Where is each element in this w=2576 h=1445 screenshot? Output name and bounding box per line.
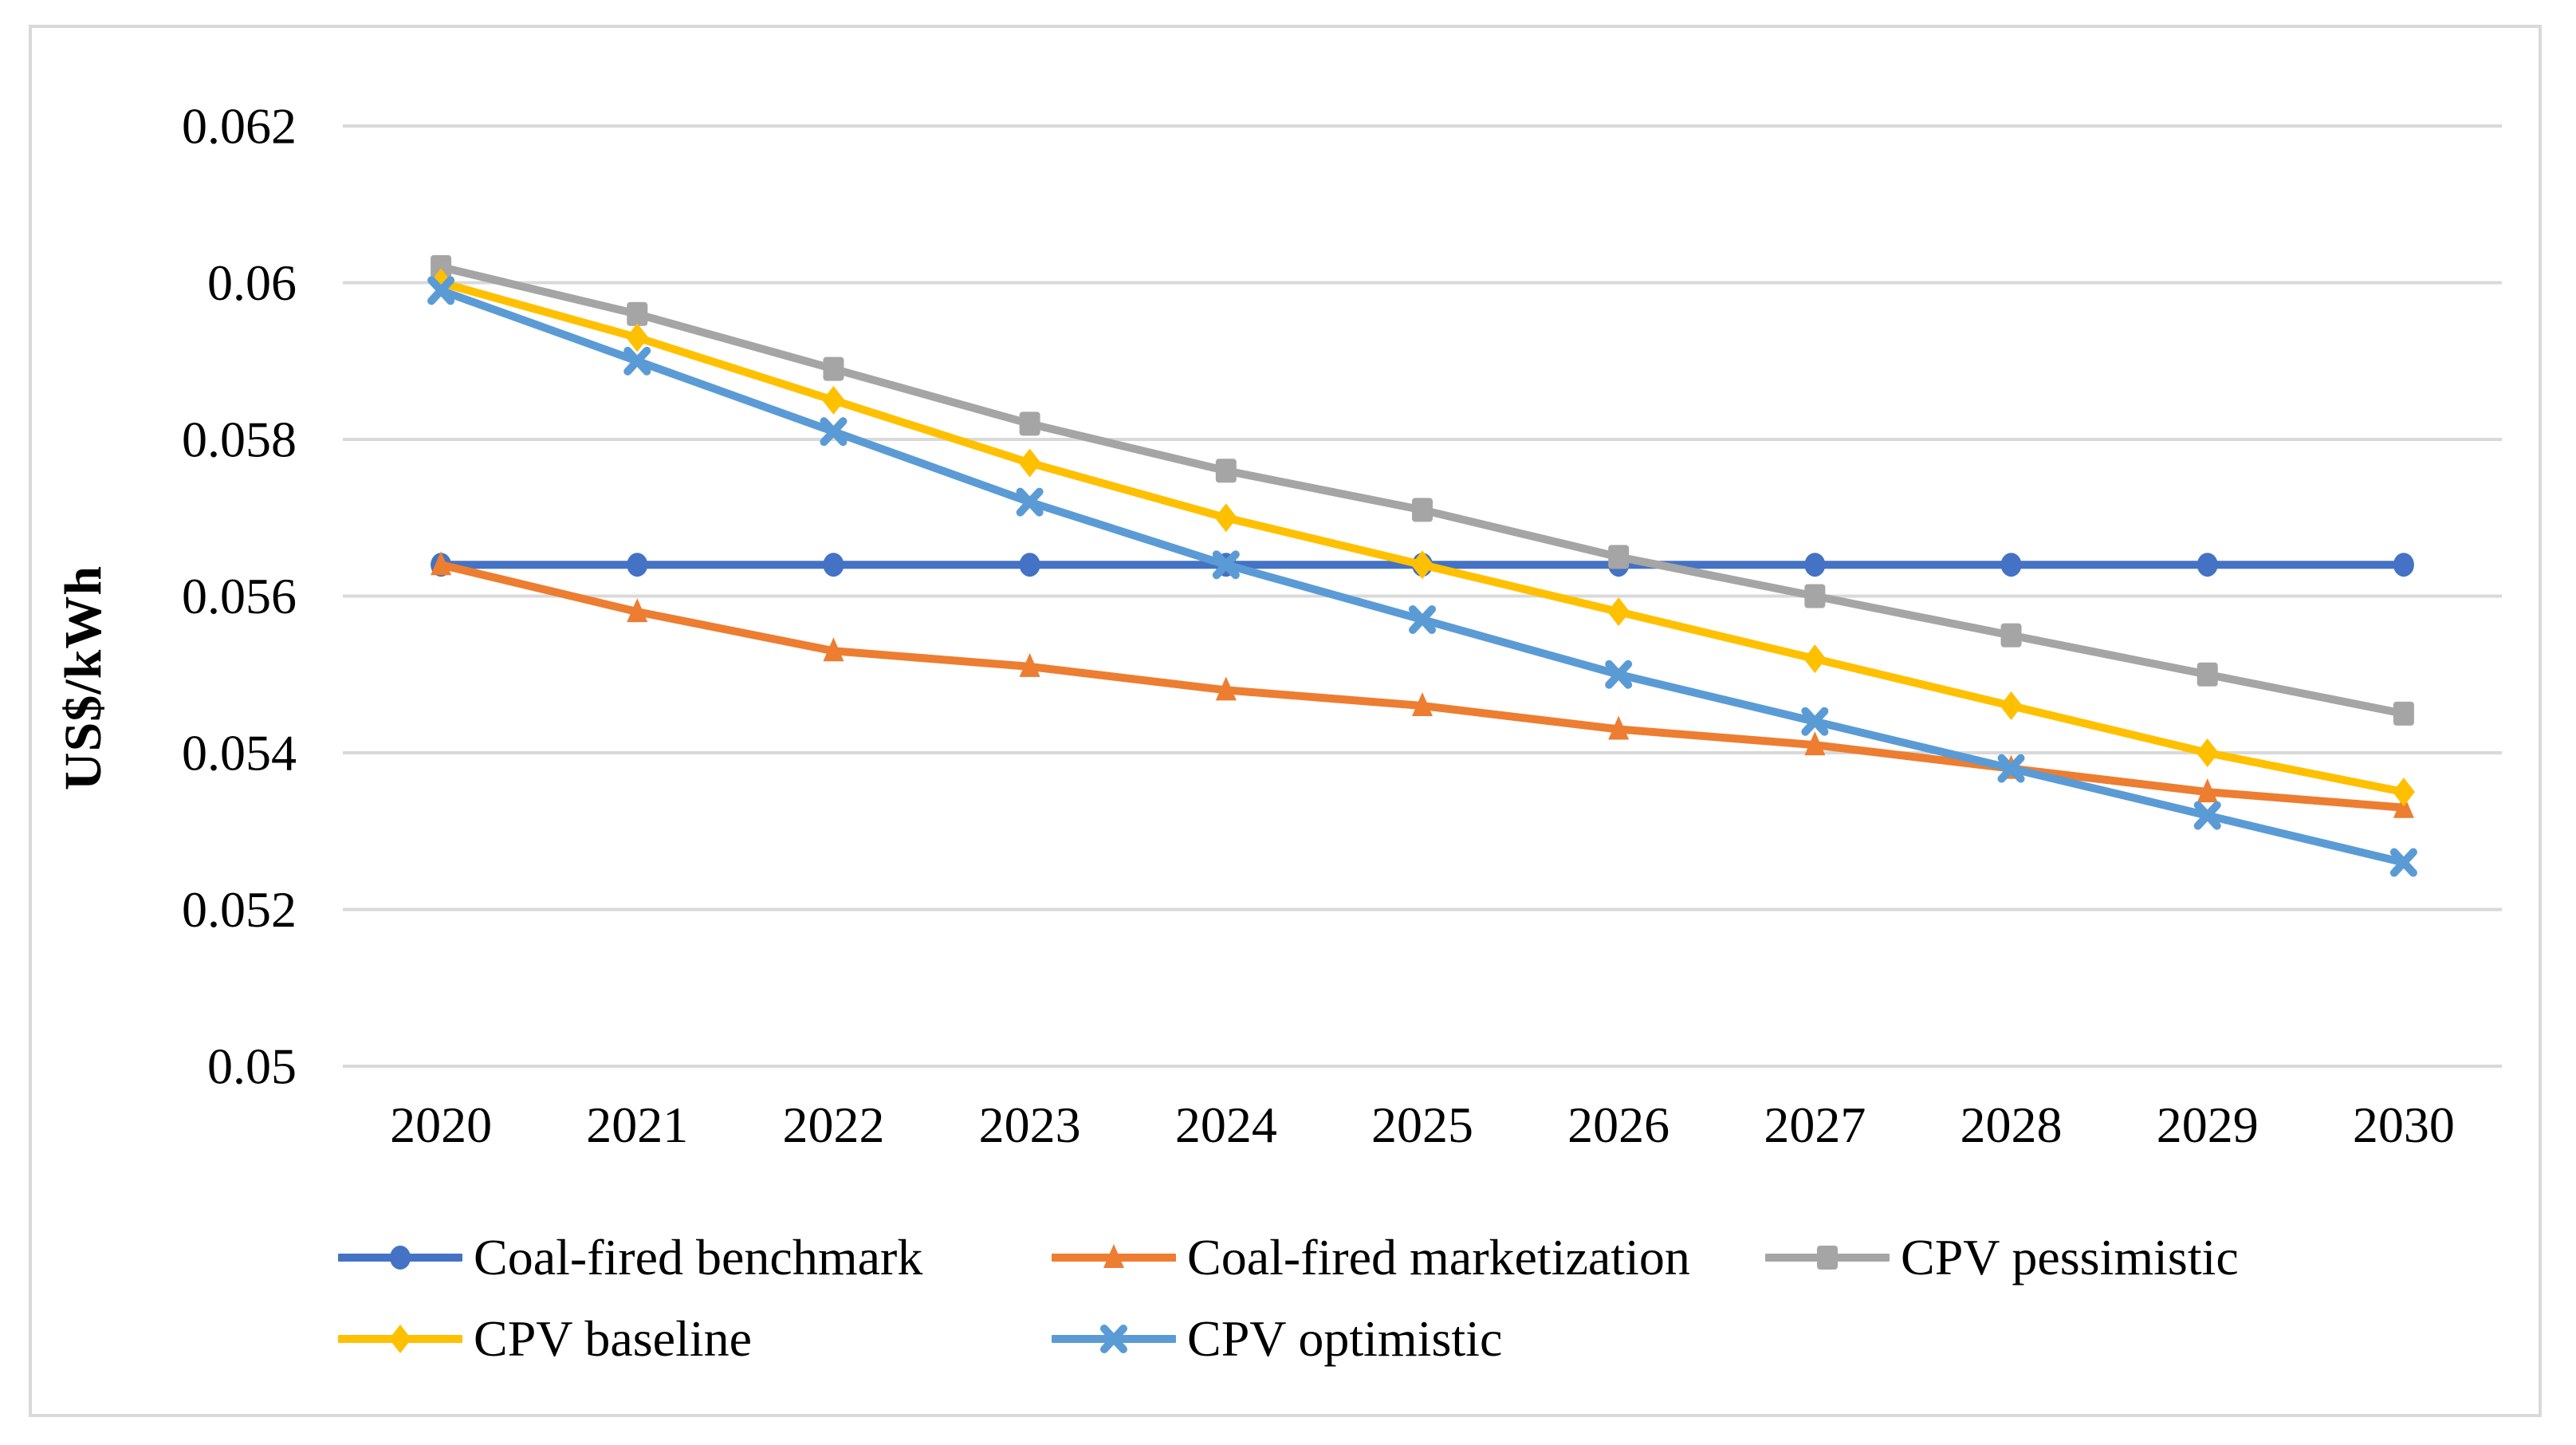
x-tick-label: 2025 (1371, 1097, 1473, 1153)
series-marker-cpv-pessimistic (2393, 701, 2414, 726)
series-marker-cpv-pessimistic (1412, 498, 1433, 522)
legend-item-coal-fired-marketization: Coal-fired marketization (1052, 1224, 1690, 1291)
series-marker-coal-fired-marketization (1608, 715, 1630, 740)
legend-sample-coal-fired-benchmark (338, 1246, 462, 1270)
legend-sample-cpv-pessimistic (1765, 1246, 1890, 1270)
series-marker-cpv-pessimistic (1608, 545, 1630, 569)
y-tick-label: 0.062 (182, 98, 297, 155)
series-marker-cpv-pessimistic (823, 356, 844, 381)
series-marker-coal-fired-marketization (1412, 692, 1433, 717)
x-tick-label: 2020 (390, 1097, 492, 1153)
y-tick-label: 0.056 (182, 568, 297, 624)
series-line-coal-fired-marketization (437, 561, 2408, 812)
series-marker-coal-fired-benchmark (1804, 553, 1826, 577)
series-marker-coal-fired-marketization (2196, 778, 2218, 803)
series-marker-coal-fired-benchmark (1019, 553, 1040, 577)
series-marker-cpv-pessimistic (627, 301, 648, 326)
series-marker-coal-fired-marketization (1019, 652, 1040, 677)
series-marker-coal-fired-benchmark (2196, 553, 2218, 577)
legend-sample-cpv-baseline (338, 1325, 462, 1353)
series-marker-cpv-optimistic (427, 276, 455, 305)
series-marker-cpv-pessimistic (1215, 459, 1237, 483)
series-marker-cpv-baseline (626, 323, 649, 352)
x-tick-label: 2029 (2157, 1097, 2259, 1153)
series-marker-cpv-optimistic (820, 417, 848, 447)
x-tick-label: 2023 (979, 1097, 1081, 1153)
series-marker-cpv-pessimistic (2000, 623, 2022, 648)
legend-sample-coal-fired-marketization (1052, 1244, 1176, 1268)
legend-marker-cpv-baseline (389, 1325, 411, 1353)
series-marker-cpv-baseline (1607, 597, 1630, 627)
y-tick-label: 0.05 (207, 1038, 297, 1095)
series-marker-cpv-baseline (2196, 738, 2219, 767)
series-marker-cpv-pessimistic (431, 254, 452, 279)
series-marker-cpv-optimistic (1212, 550, 1240, 580)
series-marker-cpv-pessimistic (1804, 584, 1826, 608)
series-marker-cpv-optimistic (2193, 801, 2221, 830)
series-marker-coal-fired-benchmark (2000, 553, 2022, 577)
series-line-cpv-pessimistic (437, 262, 2408, 718)
legend-label-cpv-optimistic: CPV optimistic (1187, 1310, 1503, 1367)
series-cpv-optimistic (427, 276, 2417, 877)
x-tick-label: 2021 (586, 1097, 688, 1153)
series-marker-cpv-baseline (822, 385, 845, 415)
series-marker-cpv-baseline (2392, 778, 2415, 807)
legend-item-cpv-pessimistic: CPV pessimistic (1765, 1224, 2239, 1291)
series-marker-cpv-baseline (1018, 448, 1041, 478)
legend-label-coal-fired-marketization: Coal-fired marketization (1187, 1229, 1690, 1286)
series-marker-cpv-optimistic (1801, 707, 1829, 736)
legend-item-cpv-baseline: CPV baseline (338, 1305, 752, 1372)
series-marker-cpv-optimistic (1409, 604, 1436, 634)
series-cpv-baseline (430, 268, 2415, 807)
y-tick-label: 0.054 (182, 725, 297, 782)
legend-marker-coal-fired-marketization (1103, 1244, 1124, 1268)
legend-marker-coal-fired-benchmark (390, 1246, 411, 1270)
series-marker-cpv-baseline (1803, 644, 1827, 674)
legend-label-cpv-baseline: CPV baseline (474, 1310, 753, 1367)
series-marker-cpv-optimistic (623, 346, 651, 376)
y-tick-label: 0.058 (182, 411, 297, 468)
series-marker-cpv-baseline (1214, 503, 1237, 533)
series-coal-fired-marketization (431, 551, 2414, 818)
x-tick-label: 2028 (1961, 1097, 2063, 1153)
series-marker-coal-fired-marketization (431, 551, 452, 576)
legend-label-cpv-pessimistic: CPV pessimistic (1901, 1229, 2239, 1286)
series-marker-cpv-baseline (2000, 691, 2023, 721)
series-marker-cpv-baseline (1411, 550, 1434, 580)
figure-border (29, 25, 2542, 1417)
x-tick-label: 2030 (2353, 1097, 2455, 1153)
legend-marker-cpv-optimistic (1100, 1325, 1127, 1353)
series-marker-coal-fired-benchmark (823, 553, 844, 577)
x-tick-label: 2022 (782, 1097, 884, 1153)
x-tick-label: 2024 (1175, 1097, 1277, 1153)
legend-item-cpv-optimistic: CPV optimistic (1052, 1305, 1502, 1372)
x-tick-label: 2026 (1567, 1097, 1669, 1153)
x-tick-label: 2027 (1764, 1097, 1866, 1153)
series-marker-cpv-optimistic (1997, 754, 2025, 783)
series-cpv-pessimistic (431, 254, 2414, 726)
y-tick-label: 0.052 (182, 881, 297, 938)
series-marker-coal-fired-benchmark (2393, 553, 2414, 577)
legend-marker-cpv-pessimistic (1817, 1246, 1838, 1270)
legend-item-coal-fired-benchmark: Coal-fired benchmark (338, 1224, 922, 1291)
series-marker-coal-fired-benchmark (627, 553, 648, 577)
series-marker-cpv-optimistic (2389, 848, 2417, 877)
series-marker-coal-fired-marketization (823, 637, 844, 662)
legend-sample-cpv-optimistic (1052, 1325, 1176, 1353)
y-tick-label: 0.06 (207, 254, 297, 311)
y-axis-title: US$/kWh (54, 565, 112, 791)
series-marker-cpv-optimistic (1016, 487, 1044, 517)
series-marker-coal-fired-marketization (1804, 731, 1826, 756)
series-marker-coal-fired-marketization (627, 598, 648, 623)
series-marker-cpv-optimistic (1605, 660, 1633, 689)
series-marker-coal-fired-marketization (1215, 676, 1237, 701)
series-marker-cpv-pessimistic (1019, 411, 1040, 436)
series-marker-cpv-pessimistic (2196, 662, 2218, 687)
legend-label-coal-fired-benchmark: Coal-fired benchmark (474, 1229, 923, 1286)
